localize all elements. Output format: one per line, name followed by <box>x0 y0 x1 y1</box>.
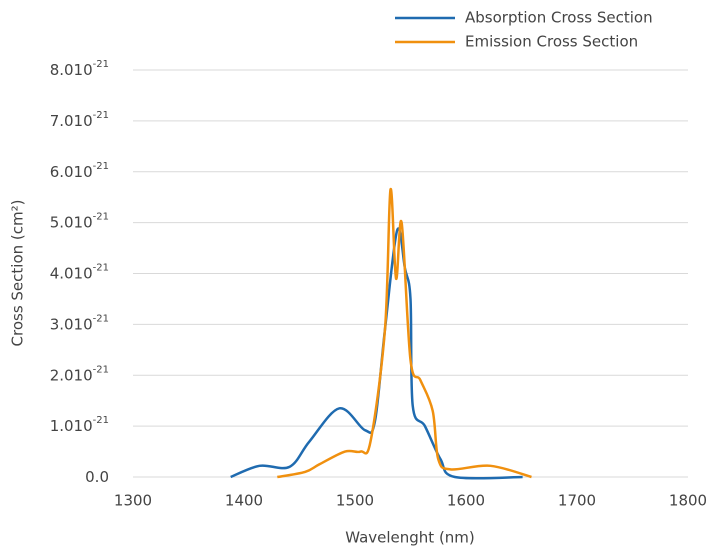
y-tick-exponent: -21 <box>93 313 109 324</box>
x-tick-label: 1600 <box>447 492 485 510</box>
y-tick-mantissa: 3.010 <box>50 315 93 333</box>
legend-label: Emission Cross Section <box>465 33 638 51</box>
y-tick-mantissa: 1.010 <box>50 417 93 435</box>
x-tick-label: 1300 <box>114 492 152 510</box>
y-tick-label: 1.010-21 <box>50 415 109 435</box>
y-tick-label: 0.0 <box>85 468 109 486</box>
x-tick-label: 1500 <box>336 492 374 510</box>
y-tick-mantissa: 6.010 <box>50 162 93 180</box>
y-tick-exponent: -21 <box>93 364 109 375</box>
y-tick-exponent: -21 <box>93 161 109 172</box>
series-line <box>230 227 523 480</box>
x-tick-label: 1700 <box>558 492 596 510</box>
y-tick-label: 8.010-21 <box>50 59 109 79</box>
y-tick-mantissa: 7.010 <box>50 111 93 129</box>
y-tick-label: 5.010-21 <box>50 212 109 232</box>
y-tick-exponent: -21 <box>93 59 109 70</box>
y-tick-mantissa: 0.0 <box>85 468 109 486</box>
y-tick-mantissa: 8.010 <box>50 61 93 79</box>
series-line <box>277 188 532 479</box>
legend-label: Absorption Cross Section <box>465 9 653 27</box>
y-tick-exponent: -21 <box>93 415 109 426</box>
y-tick-exponent: -21 <box>93 110 109 121</box>
y-tick-exponent: -21 <box>93 263 109 274</box>
y-tick-label: 7.010-21 <box>50 110 109 130</box>
y-axis-title: Cross Section (cm²) <box>9 200 27 347</box>
y-tick-mantissa: 2.010 <box>50 366 93 384</box>
y-tick-label: 6.010-21 <box>50 161 109 181</box>
y-tick-label: 2.010-21 <box>50 364 109 384</box>
y-tick-mantissa: 4.010 <box>50 264 93 282</box>
y-tick-label: 3.010-21 <box>50 313 109 333</box>
y-tick-mantissa: 5.010 <box>50 213 93 231</box>
y-tick-exponent: -21 <box>93 212 109 223</box>
x-axis-title: Wavelenght (nm) <box>345 529 475 547</box>
x-tick-label: 1400 <box>225 492 263 510</box>
x-tick-label: 1800 <box>669 492 707 510</box>
y-tick-label: 4.010-21 <box>50 263 109 283</box>
